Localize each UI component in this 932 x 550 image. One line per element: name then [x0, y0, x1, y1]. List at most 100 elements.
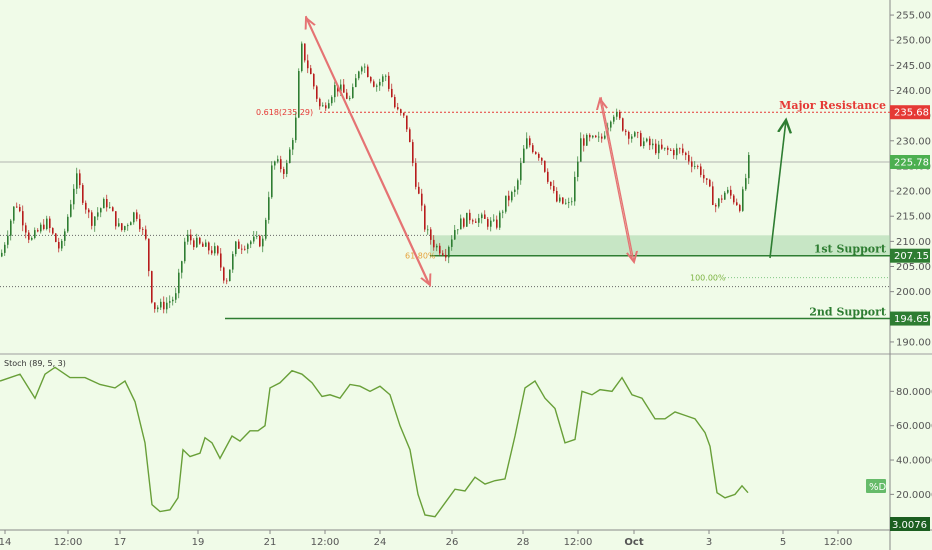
- candle-body: [409, 129, 411, 143]
- candle-body: [439, 245, 441, 254]
- candle-body: [304, 43, 306, 61]
- candle-body: [100, 208, 102, 213]
- candle-body: [502, 211, 504, 213]
- candle-body: [724, 192, 726, 200]
- candle-body: [691, 161, 693, 167]
- candle-body: [418, 186, 420, 194]
- price-tick-label: 245.00: [896, 61, 931, 72]
- time-tick-label: 24: [374, 537, 387, 548]
- candle-body: [403, 112, 405, 116]
- first-support-label: 1st Support: [814, 243, 887, 256]
- candle-body: [733, 195, 735, 203]
- candle-body: [328, 103, 330, 109]
- candle-body: [487, 218, 489, 227]
- candle-body: [79, 173, 81, 186]
- candle-body: [667, 147, 669, 150]
- candle-body: [640, 133, 642, 146]
- candle-body: [472, 220, 474, 222]
- candle-body: [154, 302, 156, 310]
- candle-body: [43, 224, 45, 230]
- candle-body: [103, 199, 105, 209]
- candle-body: [430, 229, 432, 240]
- candle-body: [265, 219, 267, 239]
- stoch-d-badge: %D: [869, 482, 887, 493]
- candle-body: [175, 293, 177, 300]
- candle-body: [172, 299, 174, 302]
- candle-body: [184, 241, 186, 262]
- candle-body: [619, 111, 621, 119]
- candle-body: [301, 43, 303, 72]
- candle-body: [565, 202, 567, 204]
- candle-body: [196, 237, 198, 248]
- stoch-tick-label: 60.0000: [896, 421, 932, 432]
- candle-body: [10, 220, 12, 236]
- candle-body: [331, 97, 333, 104]
- candle-body: [133, 212, 135, 223]
- resistance-price-badge-bg: [890, 105, 930, 120]
- candle-body: [388, 75, 390, 89]
- candle-body: [499, 212, 501, 228]
- time-tick-label: 28: [517, 537, 530, 548]
- candle-body: [628, 131, 630, 139]
- candle-body: [349, 97, 351, 99]
- candle-body: [274, 161, 276, 166]
- candle-body: [712, 186, 714, 205]
- price-tick-label: 205.00: [896, 262, 931, 273]
- projection-up-arrow: [600, 99, 633, 261]
- candle-body: [268, 197, 270, 220]
- candle-body: [721, 198, 723, 200]
- candle-body: [334, 85, 336, 98]
- candle-body: [28, 232, 30, 240]
- candle-body: [679, 148, 681, 150]
- candle-body: [121, 223, 123, 231]
- second-support-price-badge-bg: [890, 311, 930, 326]
- stoch-bottom-badge-bg: [890, 517, 930, 531]
- candle-body: [391, 88, 393, 98]
- candle-body: [160, 301, 162, 308]
- candle-body: [61, 240, 63, 249]
- candle-body: [193, 240, 195, 248]
- candle-body: [463, 218, 465, 227]
- candle-body: [544, 160, 546, 172]
- candle-body: [481, 214, 483, 219]
- candle-body: [496, 219, 498, 228]
- stoch-d-badge-bg: [866, 479, 886, 493]
- stoch-line: [0, 366, 749, 518]
- candle-body: [94, 216, 96, 226]
- candle-body: [556, 190, 558, 202]
- candle-body: [292, 140, 294, 150]
- candle-body: [151, 271, 153, 303]
- first-support-price-badge: 207.15: [894, 251, 929, 262]
- candle-body: [364, 66, 366, 68]
- candle-body: [220, 253, 222, 268]
- candle-body: [214, 246, 216, 254]
- price-tick-label: 240.00: [896, 86, 931, 97]
- candle-body: [238, 241, 240, 249]
- price-tick-label: 215.00: [896, 212, 931, 223]
- candle-body: [559, 197, 561, 202]
- candle-body: [631, 136, 633, 139]
- candle-body: [598, 136, 600, 138]
- candle-body: [676, 148, 678, 156]
- candle-body: [451, 239, 453, 247]
- candle-body: [136, 212, 138, 219]
- second-support-label: 2nd Support: [809, 306, 887, 319]
- candle-body: [319, 98, 321, 107]
- candle-body: [181, 261, 183, 273]
- candle-body: [145, 229, 147, 239]
- price-tick-label: 255.00: [896, 11, 931, 22]
- bullish-target-arrow: [769, 120, 786, 259]
- candle-body: [514, 189, 516, 192]
- candle-body: [457, 229, 459, 231]
- candle-body: [538, 153, 540, 158]
- price-tick-label: 250.00: [896, 36, 931, 47]
- candle-body: [52, 228, 54, 234]
- fib-618-short-label: 61.80%: [405, 252, 436, 261]
- candle-body: [262, 238, 264, 247]
- candle-body: [454, 230, 456, 240]
- candle-body: [199, 237, 201, 244]
- candle-body: [373, 81, 375, 87]
- candle-body: [346, 92, 348, 99]
